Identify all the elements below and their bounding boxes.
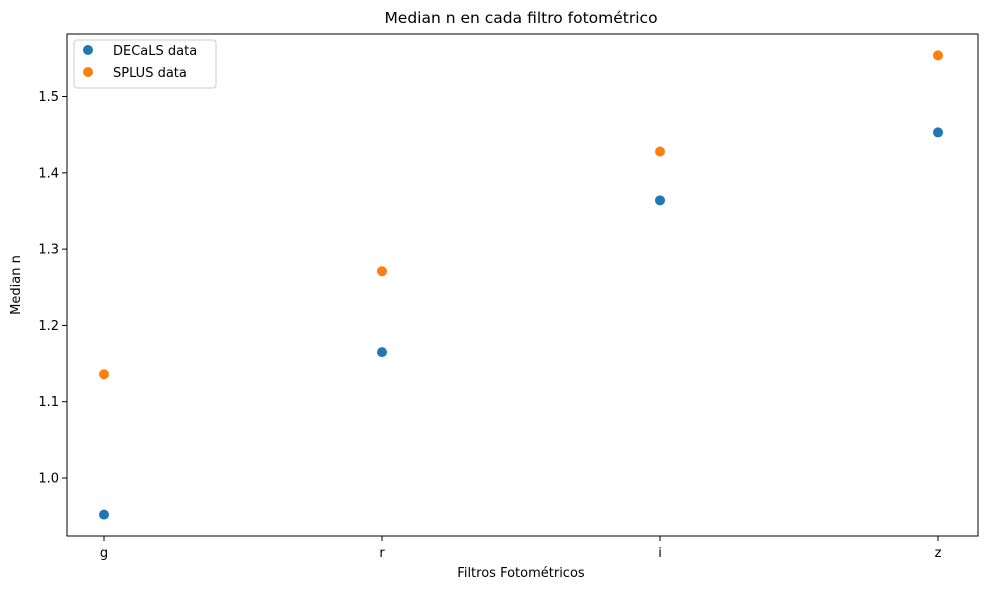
- y-axis: 1.0 1.1 1.2 1.3 1.4 1.5: [38, 90, 67, 487]
- y-tick-label: 1.0: [38, 472, 59, 487]
- data-point-splus-g: [99, 369, 109, 380]
- data-point-splus-r: [377, 266, 387, 277]
- y-tick-label: 1.2: [38, 319, 59, 334]
- data-point-decals-g: [99, 509, 109, 520]
- plot-area: [66, 33, 979, 537]
- y-tick-label: 1.4: [38, 166, 59, 181]
- legend-box: [73, 39, 217, 89]
- y-tick-label: 1.3: [38, 243, 59, 258]
- data-points: [99, 50, 943, 520]
- data-point-decals-r: [377, 347, 387, 358]
- x-axis-label: Filtros Fotométricos: [457, 566, 585, 581]
- x-tick-label: z: [935, 546, 942, 561]
- data-point-decals-z: [933, 127, 943, 138]
- legend-label-splus: SPLUS data: [113, 66, 187, 81]
- data-point-splus-i: [655, 146, 665, 157]
- x-tick-label: g: [100, 546, 108, 561]
- legend-marker-splus: [83, 67, 93, 77]
- y-axis-label: Median n: [9, 255, 24, 315]
- legend-marker-decals: [83, 45, 93, 55]
- y-tick-label: 1.1: [38, 395, 59, 410]
- data-point-splus-z: [933, 50, 943, 61]
- data-point-decals-i: [655, 195, 665, 206]
- legend: DECaLS data SPLUS data: [73, 39, 217, 89]
- x-tick-label: i: [658, 546, 662, 561]
- legend-label-decals: DECaLS data: [113, 44, 197, 59]
- chart-title: Median n en cada filtro fotométrico: [384, 9, 657, 27]
- y-tick-label: 1.5: [38, 90, 59, 105]
- x-tick-label: r: [379, 546, 385, 561]
